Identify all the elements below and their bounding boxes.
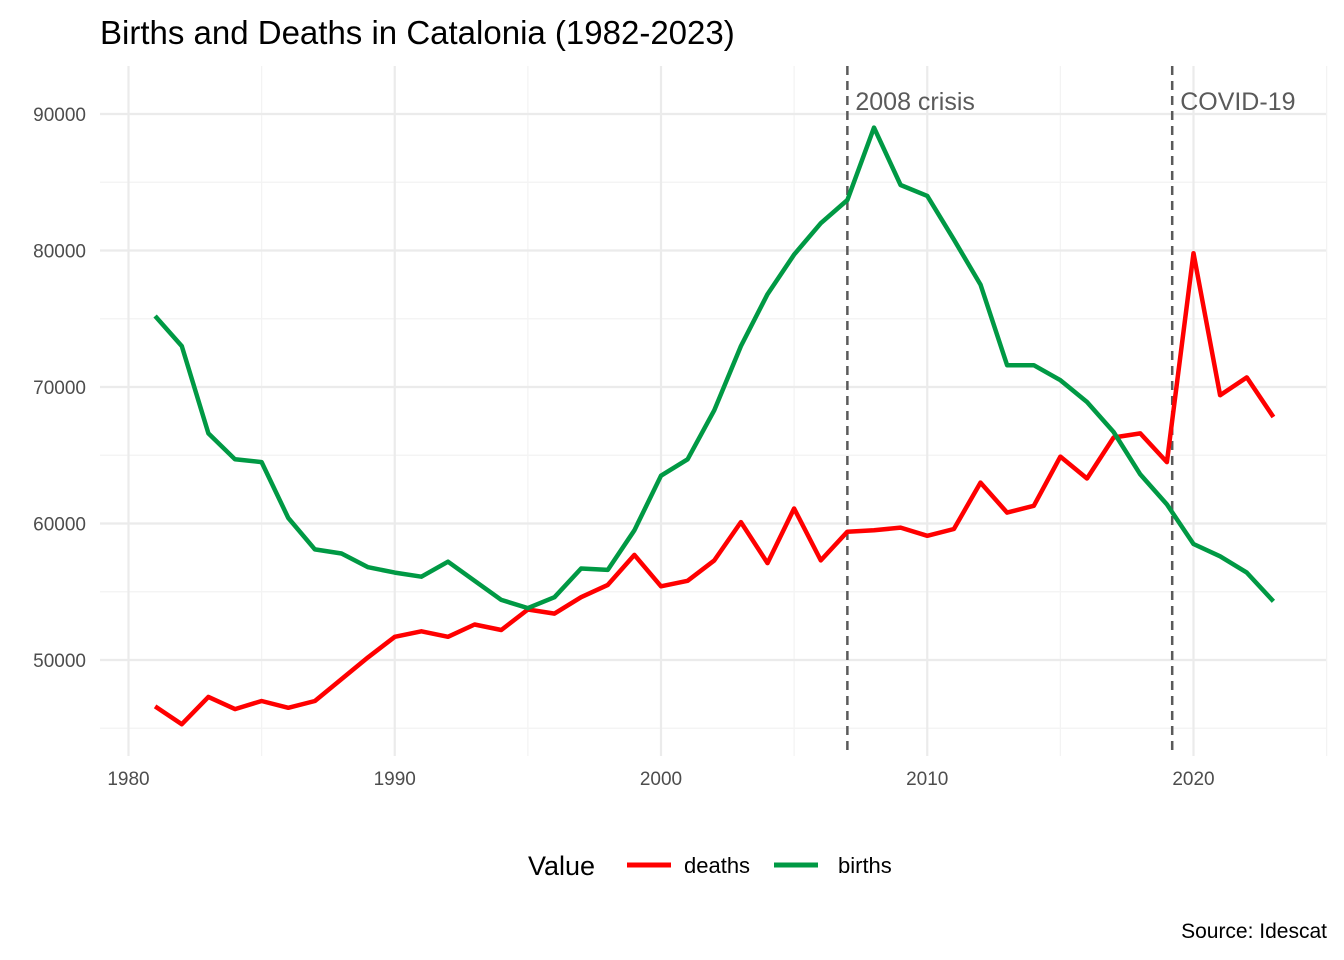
annotation-label: 2008 crisis xyxy=(855,88,975,116)
y-tick-label: 60000 xyxy=(33,515,86,536)
legend-label-births: births xyxy=(838,853,892,878)
x-tick-label: 1980 xyxy=(107,769,149,790)
legend-label-deaths: deaths xyxy=(684,853,750,878)
x-axis: 1980 1990 2000 2010 2020 xyxy=(107,769,1214,790)
series-line-deaths xyxy=(153,250,1276,727)
legend: Value deaths births xyxy=(528,851,892,881)
annotation-label: COVID-19 xyxy=(1180,88,1295,116)
x-tick-label: 2000 xyxy=(640,769,682,790)
y-tick-label: 70000 xyxy=(33,378,86,399)
y-tick-label: 50000 xyxy=(33,651,86,672)
series-line-births xyxy=(153,125,1276,611)
chart-title: Births and Deaths in Catalonia (1982-202… xyxy=(100,14,735,51)
annotation-lines: 2008 crisis COVID-19 xyxy=(846,66,1296,756)
y-tick-label: 90000 xyxy=(33,105,86,126)
y-tick-label: 80000 xyxy=(33,242,86,263)
x-tick-label: 1990 xyxy=(374,769,416,790)
legend-title: Value xyxy=(528,851,595,881)
series-group xyxy=(153,125,1276,727)
y-axis: 50000 60000 70000 80000 90000 xyxy=(33,105,86,672)
x-tick-label: 2020 xyxy=(1172,769,1214,790)
grid xyxy=(100,66,1328,756)
x-tick-label: 2010 xyxy=(906,769,948,790)
source-caption: Source: Idescat xyxy=(1181,920,1327,943)
